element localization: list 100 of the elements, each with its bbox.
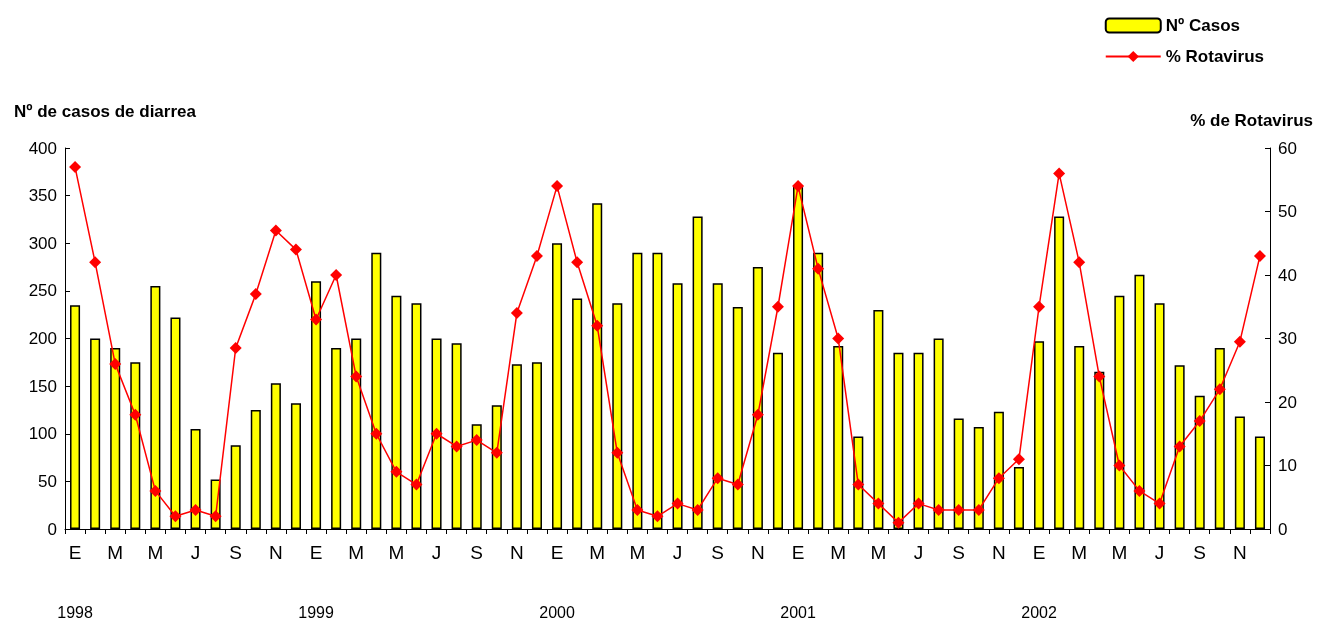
x-tick-label: M	[107, 542, 124, 563]
point	[1253, 249, 1266, 262]
point	[490, 446, 503, 459]
point	[410, 478, 423, 491]
y-tick-label: 0	[47, 519, 57, 539]
x-tick-label: N	[269, 542, 283, 563]
y-tick-label: 50	[38, 471, 57, 491]
point	[972, 503, 985, 516]
point	[1233, 335, 1246, 348]
x-tick-label: M	[629, 542, 646, 563]
point	[89, 256, 102, 269]
point	[551, 180, 564, 193]
point	[571, 256, 584, 269]
x-tick-label: N	[992, 542, 1006, 563]
y-tick-label: 150	[28, 376, 57, 396]
text: 2000	[539, 603, 575, 621]
x-tick-label: M	[830, 542, 847, 563]
point	[1193, 415, 1206, 428]
point	[832, 332, 845, 345]
point	[812, 262, 825, 275]
point	[1033, 300, 1046, 313]
y2-tick-label: 0	[1278, 519, 1288, 539]
point	[892, 516, 905, 529]
x-tick-label: E	[309, 542, 323, 563]
x-tick-label: J	[431, 542, 442, 563]
x-tick-label: N	[1233, 542, 1247, 563]
x-tick-label: J	[1154, 542, 1165, 563]
x-tick-label: M	[1071, 542, 1088, 563]
point	[289, 243, 302, 256]
y2-tick-label: 50	[1278, 202, 1297, 221]
y2-tick-label: 30	[1278, 329, 1297, 348]
point	[631, 503, 644, 516]
point	[792, 180, 805, 193]
point	[149, 484, 162, 497]
point	[872, 497, 885, 510]
point	[932, 503, 945, 516]
x-tick-label: E	[550, 542, 564, 563]
point	[1073, 256, 1086, 269]
x-tick-label: M	[348, 542, 365, 563]
y2-axis-title: % de Rotavirus	[1190, 111, 1313, 130]
y2-tick-label: 40	[1278, 265, 1297, 285]
x-tick-label: M	[147, 542, 164, 563]
point	[470, 434, 483, 447]
point	[129, 408, 142, 421]
point	[510, 307, 523, 320]
point	[530, 249, 543, 262]
point	[310, 313, 323, 326]
point	[1093, 370, 1106, 383]
y-axis-title: Nº de casos de diarrea	[14, 102, 197, 121]
point	[330, 269, 343, 281]
y-tick-label: 250	[28, 281, 57, 301]
x-tick-label: M	[589, 542, 606, 563]
point	[1173, 440, 1186, 453]
y-tick-label: 400	[28, 138, 57, 158]
x-tick-label: S	[470, 542, 484, 563]
point	[852, 478, 865, 491]
x-tick-label: S	[1193, 542, 1207, 563]
point	[350, 370, 363, 383]
point	[671, 497, 684, 510]
x-tick-label: S	[229, 542, 243, 563]
point	[1012, 453, 1025, 466]
point	[731, 478, 744, 491]
x-tick-label: E	[1032, 542, 1046, 563]
point	[771, 300, 784, 313]
point	[711, 472, 724, 485]
point	[1213, 383, 1226, 396]
text: 1999	[298, 603, 334, 621]
point	[651, 510, 664, 523]
point	[229, 342, 242, 355]
y2-tick-label: 20	[1278, 392, 1297, 412]
point	[1053, 167, 1066, 180]
point	[691, 503, 704, 516]
x-tick-label: M	[1111, 542, 1128, 563]
x-tick-label: M	[870, 542, 887, 563]
legend-label: % Rotavirus	[1165, 47, 1264, 66]
point	[952, 503, 965, 516]
point	[109, 357, 122, 370]
x-tick-label: N	[510, 542, 524, 563]
point	[1153, 497, 1166, 510]
x-tick-label: M	[388, 542, 405, 563]
legend-label: Nº Casos	[1165, 16, 1240, 35]
text: 2001	[780, 603, 816, 621]
x-tick-label: J	[913, 542, 924, 563]
text: 2002	[1021, 603, 1057, 621]
y-tick-label: 100	[28, 424, 57, 444]
point	[430, 427, 443, 440]
y-tick-label: 200	[28, 329, 57, 348]
x-tick-label: J	[190, 542, 201, 563]
point	[269, 224, 282, 237]
x-tick-label: S	[711, 542, 725, 563]
point	[450, 440, 463, 453]
point	[370, 427, 383, 440]
x-tick-label: S	[952, 542, 966, 563]
point	[249, 288, 262, 301]
y-tick-label: 350	[28, 186, 57, 206]
y2-tick-label: 60	[1278, 138, 1297, 158]
text: 1998	[57, 603, 93, 621]
point	[390, 465, 403, 478]
point	[591, 319, 604, 332]
point	[611, 446, 624, 459]
